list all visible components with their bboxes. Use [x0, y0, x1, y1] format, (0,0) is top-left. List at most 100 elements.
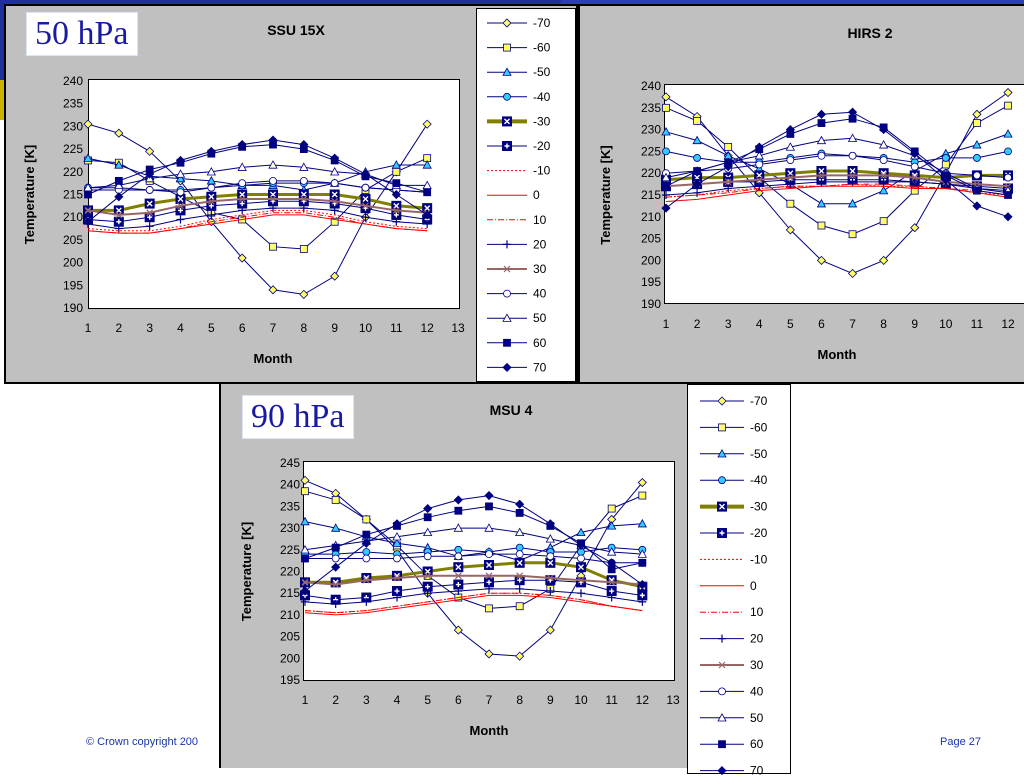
data-point: [362, 515, 371, 524]
data-point: [331, 197, 339, 205]
legend-item--70: -70: [487, 16, 551, 30]
data-point: [237, 253, 247, 263]
data-point: [692, 135, 702, 145]
data-point: [724, 143, 733, 151]
marker-plus: [504, 143, 510, 149]
data-point: [973, 171, 981, 180]
data-point: [515, 584, 524, 593]
legend-marker: [502, 362, 512, 372]
data-point: [329, 189, 340, 200]
series-0: [87, 214, 428, 234]
y-tick-label: 245: [280, 456, 300, 470]
series-line: [665, 118, 1009, 196]
data-point: [546, 552, 555, 561]
x-tick-label: 3: [146, 321, 153, 335]
data-point: [144, 198, 155, 209]
data-point: [423, 220, 432, 229]
marker-cross: [818, 168, 825, 175]
marker-cross: [719, 503, 725, 510]
series--70: [300, 475, 647, 661]
data-point: [362, 597, 371, 606]
y-tick-label: 195: [63, 278, 83, 292]
data-point: [114, 224, 123, 233]
data-point: [485, 550, 493, 559]
series-line: [304, 574, 643, 586]
y-axis-ticks: 190 195 200 205 210 215 220 225 230 235 240: [63, 74, 83, 315]
marker-cross: [331, 191, 338, 198]
data-point: [423, 188, 432, 197]
data-point: [693, 188, 702, 197]
series-line: [305, 561, 643, 589]
legend-label: 30: [750, 658, 764, 672]
y-tick-label: 240: [280, 478, 300, 492]
data-point: [910, 186, 919, 195]
data-point: [576, 562, 586, 573]
legend-label: -20: [533, 139, 551, 153]
data-point: [114, 160, 124, 169]
legend-label: -20: [750, 526, 768, 540]
y-tick-label: 190: [63, 301, 83, 315]
data-point: [145, 169, 155, 179]
data-point: [484, 523, 494, 532]
data-point: [114, 192, 124, 202]
y-tick-label: 225: [641, 144, 661, 158]
data-point: [637, 579, 647, 590]
y-axis-label: Temperature [K]: [239, 522, 254, 621]
data-point: [237, 189, 248, 200]
data-point: [637, 549, 648, 558]
data-point: [545, 625, 555, 635]
data-point: [362, 202, 369, 210]
data-point: [392, 167, 401, 176]
data-point: [423, 504, 433, 514]
data-point: [878, 140, 889, 149]
data-point: [879, 217, 888, 226]
legend-item-60: 60: [487, 336, 547, 350]
data-point: [786, 174, 794, 181]
legend-item--70: -70: [700, 394, 768, 408]
data-point: [879, 255, 889, 265]
legend-label: -40: [533, 90, 551, 104]
data-point: [817, 221, 826, 230]
data-point: [145, 222, 154, 231]
legend-marker: [718, 476, 726, 485]
x-tick-label: 9: [547, 693, 554, 707]
y-tick-label: 235: [280, 499, 300, 513]
series-30: [662, 171, 1012, 190]
series-10: [304, 592, 643, 614]
data-point: [786, 180, 795, 189]
series-line: [665, 181, 1009, 196]
series-line: [304, 495, 643, 592]
data-point: [269, 242, 277, 251]
y-tick-label: 230: [280, 521, 300, 535]
y-tick-label: 195: [641, 275, 661, 289]
chart-panel-hirs2: HIRS 2 190 195 200 205 210 215 220 225 230 235 240…: [578, 4, 1024, 384]
data-point: [1004, 191, 1012, 199]
series-line: [304, 479, 643, 657]
legend-label: 50: [750, 711, 764, 725]
data-point: [360, 169, 371, 179]
data-point: [393, 574, 401, 582]
data-point: [301, 597, 309, 606]
marker-plus: [178, 207, 183, 213]
series-line: [665, 150, 1009, 163]
data-point: [206, 191, 217, 202]
series-line: [304, 527, 643, 555]
marker-cross: [455, 564, 462, 571]
data-point: [330, 206, 339, 215]
x-axis-label: Month: [818, 347, 857, 362]
data-point: [661, 92, 671, 102]
data-point: [175, 155, 186, 166]
data-point: [818, 171, 825, 179]
data-point: [268, 285, 278, 295]
y-tick-label: 230: [641, 123, 661, 137]
data-point: [848, 230, 857, 239]
marker-cross: [424, 205, 431, 212]
legend-label: 70: [533, 360, 547, 374]
y-tick-label: 225: [63, 142, 83, 156]
data-point: [693, 154, 701, 162]
data-point: [83, 119, 93, 129]
data-point: [515, 651, 525, 661]
x-tick-label: 4: [394, 693, 401, 707]
data-point: [113, 205, 124, 216]
series--20: [300, 575, 648, 605]
